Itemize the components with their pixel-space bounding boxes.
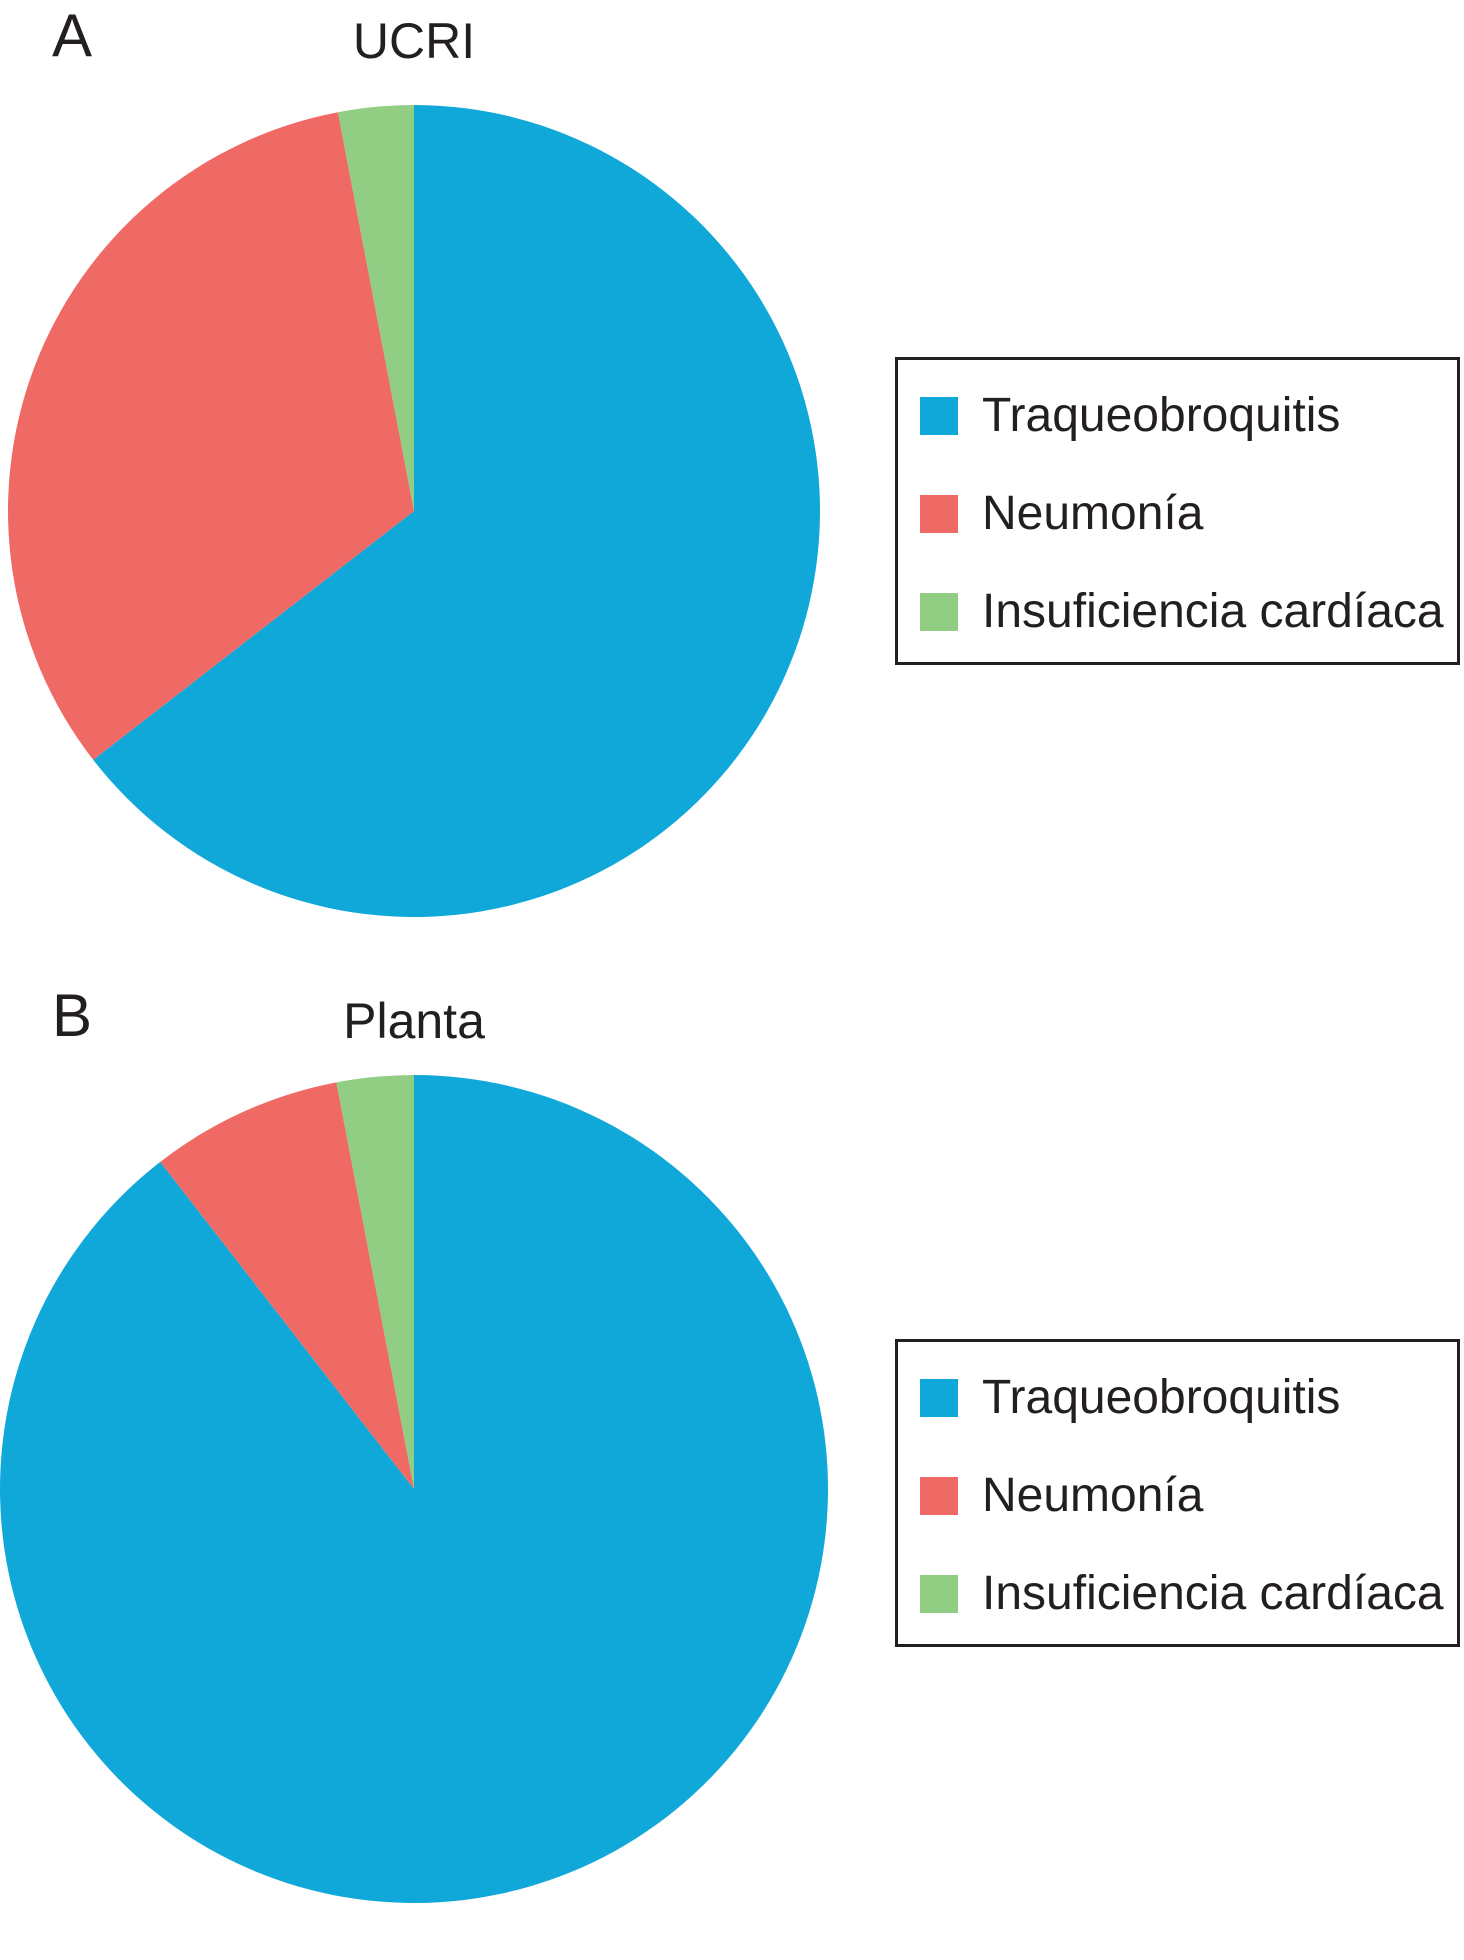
pie-slice-insuficiencia-cardiaca xyxy=(337,105,414,511)
pie-chart xyxy=(8,105,820,918)
legend-item-traqueobroquitis: Traqueobroquitis xyxy=(920,386,1340,446)
legend-item-insuficiencia-cardiaca: Insuficiencia cardíaca xyxy=(920,1564,1444,1624)
chart-title: UCRI xyxy=(352,13,476,69)
chart-panel-a: A UCRI Traqueobroquitis Neumonía Insufic… xyxy=(8,2,1460,918)
legend-label: Neumonía xyxy=(982,487,1204,540)
legend-swatch xyxy=(920,495,958,533)
legend-item-insuficiencia-cardiaca: Insuficiencia cardíaca xyxy=(920,582,1444,642)
legend-item-neumonia: Neumonía xyxy=(920,484,1203,544)
legend-label: Traqueobroquitis xyxy=(982,1371,1341,1424)
legend: Traqueobroquitis Neumonía Insuficiencia … xyxy=(895,357,1460,665)
chart-panel-b: B Planta Traqueobroquitis Neumonía Insuf… xyxy=(0,980,1464,1960)
legend-swatch xyxy=(920,397,958,435)
pie-slice-traqueobroquitis xyxy=(93,105,820,918)
panel-letter: B xyxy=(52,982,93,1049)
pie-slice-traqueobroquitis xyxy=(0,1075,828,1903)
legend-label: Neumonía xyxy=(982,1469,1204,1522)
legend-item-neumonia: Neumonía xyxy=(920,1466,1203,1526)
pie-slice-neumonia xyxy=(8,112,414,760)
pie-chart xyxy=(0,1075,828,1903)
panel-letter: A xyxy=(52,2,93,69)
legend-item-traqueobroquitis: Traqueobroquitis xyxy=(920,1368,1340,1428)
legend-label: Traqueobroquitis xyxy=(982,389,1341,442)
chart-title: Planta xyxy=(343,993,485,1049)
legend: Traqueobroquitis Neumonía Insuficiencia … xyxy=(895,1339,1460,1647)
legend-swatch xyxy=(920,1477,958,1515)
legend-swatch xyxy=(920,1575,958,1613)
pie-slice-insuficiencia-cardiaca xyxy=(336,1075,414,1489)
legend-swatch xyxy=(920,593,958,631)
legend-label: Insuficiencia cardíaca xyxy=(982,1567,1444,1620)
pie-slice-neumonia xyxy=(160,1082,414,1489)
legend-label: Insuficiencia cardíaca xyxy=(982,585,1444,638)
legend-swatch xyxy=(920,1379,958,1417)
